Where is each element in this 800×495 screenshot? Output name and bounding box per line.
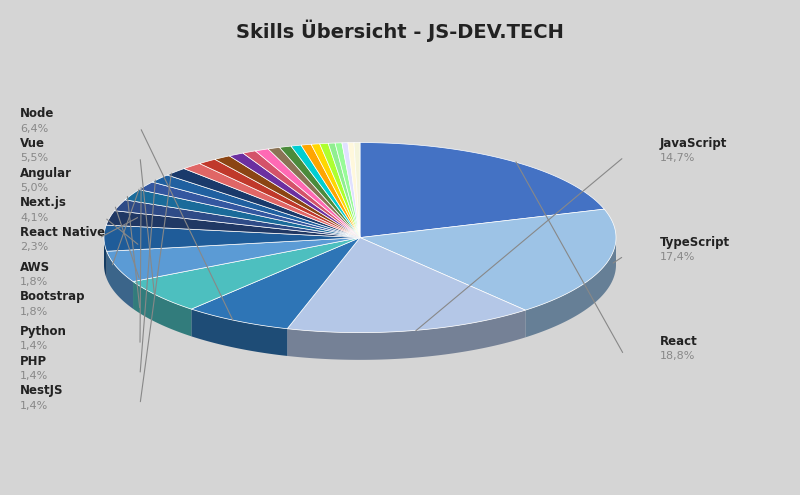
Polygon shape bbox=[287, 238, 526, 333]
Text: Angular: Angular bbox=[20, 167, 72, 180]
Polygon shape bbox=[360, 209, 616, 310]
Polygon shape bbox=[191, 238, 360, 329]
Polygon shape bbox=[291, 145, 360, 238]
Polygon shape bbox=[354, 143, 360, 238]
Polygon shape bbox=[184, 163, 360, 238]
Text: 1,4%: 1,4% bbox=[20, 342, 48, 351]
Polygon shape bbox=[199, 159, 360, 238]
Text: PHP: PHP bbox=[20, 355, 47, 368]
Polygon shape bbox=[104, 225, 360, 251]
Text: 17,4%: 17,4% bbox=[660, 252, 695, 262]
Text: JavaScript: JavaScript bbox=[660, 137, 727, 150]
Text: AWS: AWS bbox=[20, 261, 50, 274]
Text: NestJS: NestJS bbox=[20, 385, 63, 397]
Polygon shape bbox=[114, 200, 360, 238]
Polygon shape bbox=[287, 310, 526, 360]
Text: 1,8%: 1,8% bbox=[20, 277, 48, 287]
Polygon shape bbox=[106, 211, 360, 238]
Polygon shape bbox=[279, 146, 360, 238]
Polygon shape bbox=[167, 169, 360, 238]
Polygon shape bbox=[301, 145, 360, 238]
Polygon shape bbox=[311, 144, 360, 238]
Text: 1,4%: 1,4% bbox=[20, 401, 48, 411]
Text: 14,7%: 14,7% bbox=[660, 153, 695, 163]
Polygon shape bbox=[125, 190, 360, 238]
Text: 1,8%: 1,8% bbox=[20, 307, 48, 317]
Text: Node: Node bbox=[20, 107, 54, 120]
Text: React: React bbox=[660, 335, 698, 348]
Polygon shape bbox=[320, 143, 360, 238]
Polygon shape bbox=[268, 148, 360, 238]
Polygon shape bbox=[106, 251, 133, 309]
Text: Bootstrap: Bootstrap bbox=[20, 291, 86, 303]
Polygon shape bbox=[191, 309, 287, 356]
Text: React Native: React Native bbox=[20, 226, 105, 239]
Polygon shape bbox=[243, 151, 360, 238]
Text: 5,0%: 5,0% bbox=[20, 183, 48, 193]
Text: 2,3%: 2,3% bbox=[20, 243, 48, 252]
Polygon shape bbox=[133, 238, 360, 309]
Polygon shape bbox=[360, 143, 604, 238]
Text: 6,4%: 6,4% bbox=[20, 124, 48, 134]
Polygon shape bbox=[255, 149, 360, 238]
Text: 1,4%: 1,4% bbox=[20, 371, 48, 381]
Polygon shape bbox=[335, 143, 360, 238]
Polygon shape bbox=[152, 175, 360, 238]
Polygon shape bbox=[348, 143, 360, 238]
Text: 18,8%: 18,8% bbox=[660, 351, 695, 361]
Polygon shape bbox=[104, 238, 106, 279]
Text: 5,5%: 5,5% bbox=[20, 153, 48, 163]
Text: TypeScript: TypeScript bbox=[660, 236, 730, 249]
Polygon shape bbox=[328, 143, 360, 238]
Text: Skills Übersicht - JS-DEV.TECH: Skills Übersicht - JS-DEV.TECH bbox=[236, 20, 564, 42]
Text: 4,1%: 4,1% bbox=[20, 213, 48, 223]
Text: Python: Python bbox=[20, 325, 67, 338]
Polygon shape bbox=[215, 156, 360, 238]
Polygon shape bbox=[139, 182, 360, 238]
Polygon shape bbox=[106, 238, 360, 282]
Polygon shape bbox=[342, 143, 360, 238]
Text: Next.js: Next.js bbox=[20, 197, 67, 209]
Text: Vue: Vue bbox=[20, 137, 45, 150]
Polygon shape bbox=[526, 238, 616, 338]
Polygon shape bbox=[230, 153, 360, 238]
Polygon shape bbox=[133, 282, 191, 336]
